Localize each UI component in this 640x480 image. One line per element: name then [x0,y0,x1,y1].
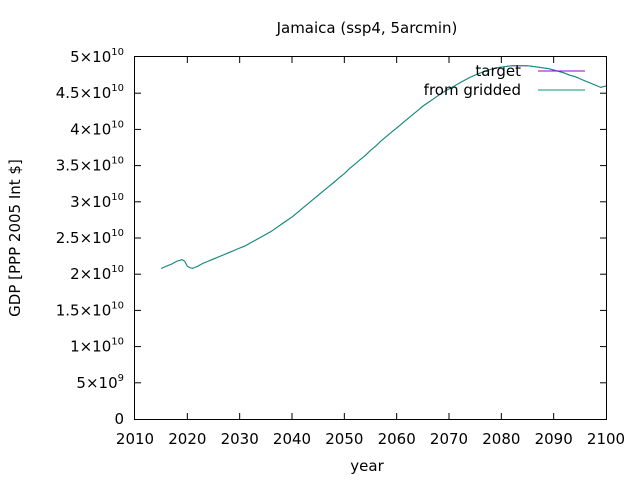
x-tick-label: 2070 [430,430,468,448]
y-tick-exponent: 10 [111,83,124,94]
x-tick-label: 2100 [587,430,625,448]
y-tick-label: 5×109 [76,373,124,392]
x-tick-label: 2030 [221,430,259,448]
y-tick-label: 2×1010 [70,264,124,283]
y-tick-label: 0 [114,410,124,428]
y-tick-exponent: 10 [111,156,124,167]
y-tick-exponent: 10 [111,228,124,239]
y-tick-exponent: 9 [118,373,124,384]
x-tick-label: 2020 [168,430,206,448]
y-tick-label: 4×1010 [70,119,124,138]
legend-label: target [475,62,521,80]
y-tick-exponent: 10 [111,337,124,348]
y-tick-label: 5×1010 [70,47,124,66]
y-tick-exponent: 10 [111,300,124,311]
y-tick-label: 3×1010 [70,192,124,211]
x-tick-label: 2040 [273,430,311,448]
y-tick-mantissa: 3×10 [70,193,111,211]
x-axis-title: year [350,457,384,475]
y-tick-exponent: 10 [111,264,124,275]
x-tick-label: 2090 [535,430,573,448]
y-tick-mantissa: 4×10 [70,120,111,138]
x-tick-label: 2050 [325,430,363,448]
x-tick-label: 2010 [116,430,154,448]
y-tick-mantissa: 3.5×10 [56,157,112,175]
x-tick-label: 2060 [378,430,416,448]
y-tick-label: 2.5×1010 [56,228,124,247]
y-tick-mantissa: 1×10 [70,338,111,356]
y-tick-exponent: 10 [111,119,124,130]
series-lines [161,65,607,269]
series-line-target [161,65,607,269]
y-tick-label: 1×1010 [70,337,124,356]
plot-area-border [134,56,607,420]
y-tick-label: 4.5×1010 [56,83,124,102]
y-tick-mantissa: 4.5×10 [56,84,112,102]
y-tick-mantissa: 2×10 [70,265,111,283]
y-tick-label: 3.5×1010 [56,156,124,175]
y-axis-title: GDP [PPP 2005 Int $] [6,159,24,317]
y-tick-exponent: 10 [111,47,124,58]
y-tick-mantissa: 5×10 [76,374,117,392]
y-tick-mantissa: 2.5×10 [56,229,112,247]
y-tick-exponent: 10 [111,192,124,203]
series-line-from-gridded [161,65,607,269]
y-tick-mantissa: 0 [114,410,124,428]
x-tick-label: 2080 [482,430,520,448]
y-tick-mantissa: 5×10 [70,48,111,66]
y-tick-mantissa: 1.5×10 [56,301,112,319]
chart-title: Jamaica (ssp4, 5arcmin) [276,19,458,37]
axis-ticks: 2010 2020 2030 2040 2050 2060 2070 2080 2090 2100… [56,47,625,448]
y-tick-label: 1.5×1010 [56,300,124,319]
legend-label: from gridded [424,81,521,99]
